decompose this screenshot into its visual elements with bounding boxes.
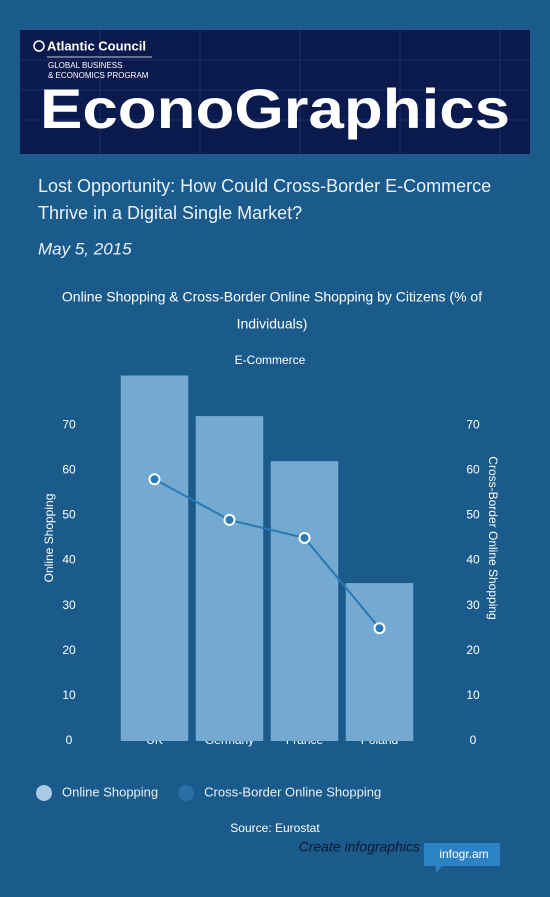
banner-bg [20, 30, 530, 154]
bar [345, 583, 414, 741]
point [148, 473, 161, 486]
chart-subtitle: E-Commerce [235, 353, 306, 367]
y-tick-label: 30 [62, 598, 76, 612]
y2-tick-label: 30 [466, 598, 480, 612]
point [298, 531, 311, 544]
program: GLOBAL BUSINESS [48, 61, 122, 70]
y-tick-label: 10 [62, 688, 76, 702]
y2-tick-label: 10 [466, 688, 480, 702]
y2-axis-label: Cross-Border Online Shopping [486, 456, 500, 619]
banner-grid [20, 30, 530, 154]
y2-tick-label: 70 [466, 417, 480, 431]
y-tick-label: 20 [62, 643, 76, 657]
program: & ECONOMICS PROGRAM [48, 71, 149, 80]
y2-tick-label: 0 [470, 733, 477, 747]
line [154, 478, 381, 629]
headline: Thrive in a Digital Single Market? [38, 203, 302, 223]
chart-title: Individuals) [237, 316, 308, 332]
bar [120, 375, 189, 741]
legend-swatch [178, 785, 195, 801]
source: Source: Eurostat [230, 821, 320, 835]
y-axis-label: Online Shopping [42, 494, 56, 583]
cta[interactable]: Create infographics [299, 839, 420, 855]
globe-icon [33, 40, 45, 52]
y-tick-label: 60 [62, 462, 76, 476]
bar [270, 461, 339, 741]
date: May 5, 2015 [38, 239, 132, 258]
badge[interactable] [424, 843, 500, 873]
org-name: Atlantic Council [47, 38, 146, 53]
y-tick-label: 50 [62, 508, 76, 522]
badge-text[interactable]: infogr.am [439, 847, 488, 861]
point [223, 513, 236, 526]
point [373, 622, 386, 635]
y-tick-label: 0 [66, 733, 73, 747]
y2-tick-label: 40 [466, 553, 480, 567]
y2-tick-label: 60 [466, 462, 480, 476]
bar [195, 416, 264, 741]
headline: Lost Opportunity: How Could Cross-Border… [38, 176, 491, 196]
y2-tick-label: 20 [466, 643, 480, 657]
y2-tick-label: 50 [466, 508, 480, 522]
banner: Atlantic Council GLOBAL BUSINESS & ECONO… [20, 30, 530, 154]
chart-title: Online Shopping & Cross-Border Online Sh… [62, 289, 482, 305]
y-tick-label: 40 [62, 553, 76, 567]
legend-label: Online Shopping [62, 784, 158, 799]
y-tick-label: 70 [62, 417, 76, 431]
brand: EconoGraphics [40, 77, 510, 140]
legend-swatch [36, 785, 52, 801]
legend-label: Cross-Border Online Shopping [204, 784, 381, 799]
